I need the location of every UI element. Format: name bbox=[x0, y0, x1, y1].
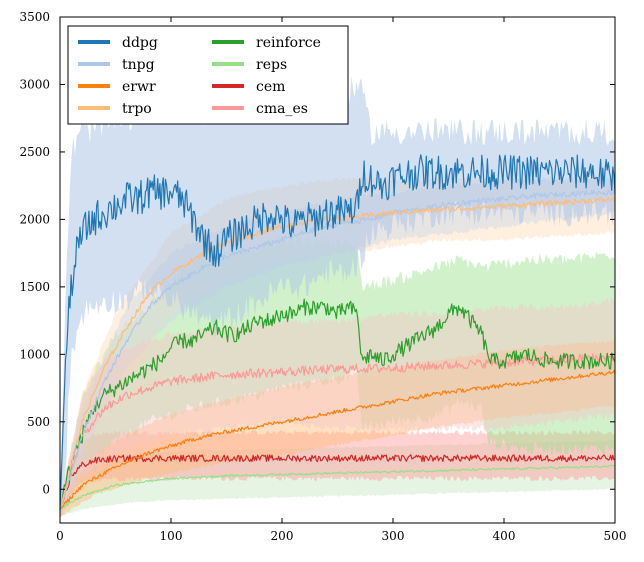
y-tick-label: 0 bbox=[42, 482, 50, 496]
legend-box bbox=[67, 25, 349, 125]
legend-label-tnpg: tnpg bbox=[122, 57, 155, 73]
line-ddpg bbox=[59, 154, 616, 510]
y-tick-label: 3500 bbox=[19, 10, 50, 24]
plot-frame bbox=[59, 16, 616, 524]
uncertainty-bands bbox=[60, 75, 615, 518]
x-tick-label: 500 bbox=[604, 529, 627, 543]
line-erwr bbox=[59, 369, 616, 510]
y-tick-label: 1000 bbox=[19, 347, 50, 361]
legend-label-cem: cem bbox=[256, 79, 285, 95]
x-axis-ticks: 0 100 200 300 400 500 bbox=[56, 17, 626, 543]
band-cem bbox=[60, 429, 615, 518]
y-tick-label: 1500 bbox=[19, 280, 50, 294]
y-tick-label: 500 bbox=[27, 415, 50, 429]
band-erwr bbox=[60, 340, 615, 517]
legend-label-cma_es: cma_es bbox=[256, 101, 308, 117]
y-tick-label: 2000 bbox=[19, 212, 50, 226]
x-tick-label: 300 bbox=[382, 529, 405, 543]
legend-label-ddpg: ddpg bbox=[122, 35, 158, 51]
legend-label-trpo: trpo bbox=[122, 101, 152, 117]
line-reinforce bbox=[59, 298, 616, 510]
y-tick-label: 2500 bbox=[19, 145, 50, 159]
line-cma_es bbox=[59, 353, 616, 510]
x-tick-label: 100 bbox=[160, 529, 183, 543]
y-axis-ticks: 0 500 1000 1500 2000 2500 3000 3500 bbox=[19, 10, 615, 496]
line-tnpg bbox=[59, 189, 616, 510]
line-cem bbox=[59, 454, 616, 510]
legend-label-reps: reps bbox=[256, 57, 287, 73]
x-tick-label: 200 bbox=[271, 529, 294, 543]
legend-label-reinforce: reinforce bbox=[256, 35, 321, 51]
legend-label-erwr: erwr bbox=[122, 79, 156, 95]
legend: ddpg tnpg erwr trpo reinforce reps cem cma_es bbox=[67, 25, 349, 125]
line-reps bbox=[59, 464, 616, 511]
x-tick-label: 0 bbox=[56, 529, 64, 543]
line-trpo bbox=[59, 196, 616, 510]
x-tick-label: 400 bbox=[493, 529, 516, 543]
band-ddpg bbox=[60, 75, 615, 518]
band-cma_es bbox=[60, 297, 615, 517]
series-lines bbox=[59, 154, 616, 511]
y-tick-label: 3000 bbox=[19, 77, 50, 91]
